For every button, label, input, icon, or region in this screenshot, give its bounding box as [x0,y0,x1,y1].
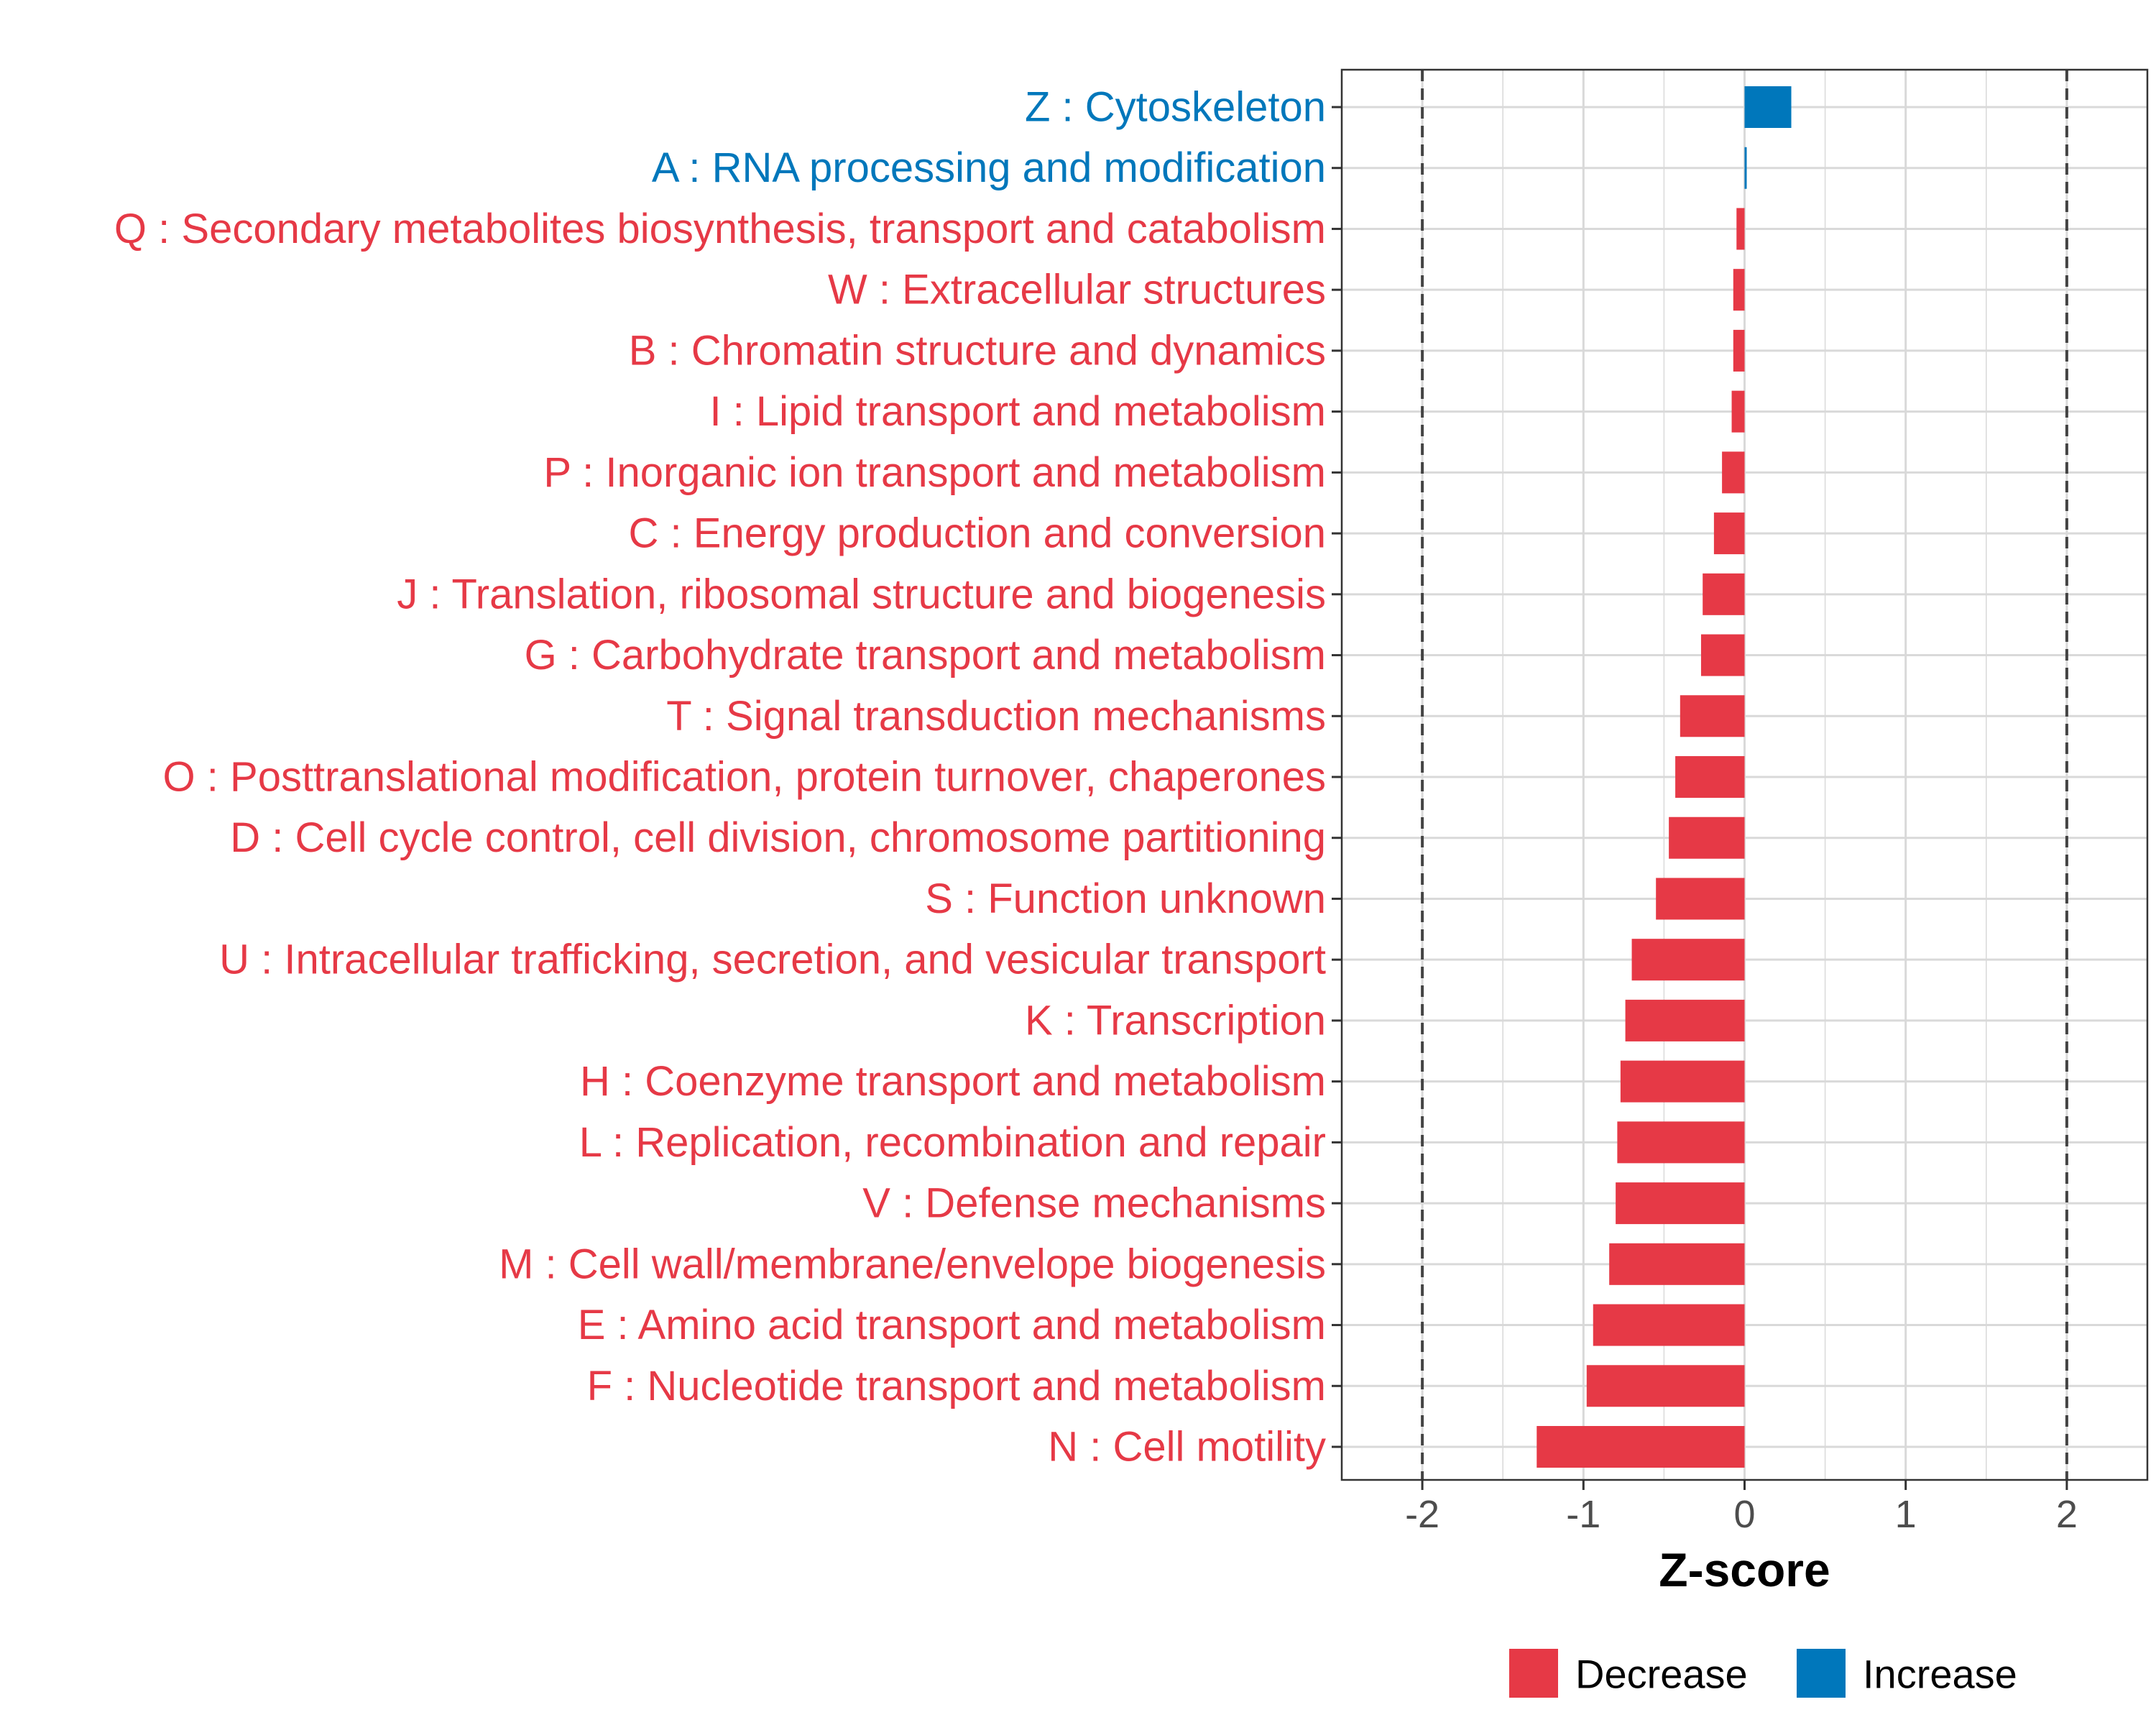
category-label: F : Nucleotide transport and metabolism [587,1363,1326,1409]
category-label: S : Function unknown [925,875,1326,922]
bar [1616,1182,1745,1225]
bar [1617,1121,1745,1164]
legend: Decrease Increase [1509,1649,2017,1698]
x-tick-label: -1 [1566,1493,1600,1536]
y-axis-category-labels: Z : Cytoskeleton A : RNA processing and m… [114,84,1326,1471]
category-label: G : Carbohydrate transport and metabolis… [525,632,1326,678]
x-axis-ticks: -2 -1 0 1 2 [1405,1480,2078,1536]
bar [1731,390,1745,433]
category-label: C : Energy production and conversion [629,510,1326,557]
category-label: Q : Secondary metabolites biosynthesis, … [114,206,1326,252]
legend-key [1797,1649,1846,1698]
category-label: A : RNA processing and modification [652,144,1326,191]
bar [1703,573,1745,615]
bar [1736,208,1745,250]
x-tick-label: -2 [1405,1493,1439,1536]
bars [1537,86,1792,1468]
category-label: W : Extracellular structures [828,267,1326,313]
x-axis-title: Z-score [1659,1543,1830,1596]
bar [1593,1304,1745,1346]
bar [1700,634,1745,676]
legend-label: Decrease [1575,1652,1748,1697]
bar [1722,451,1745,494]
category-label: K : Transcription [1025,997,1326,1044]
bar [1537,1426,1745,1468]
reference-lines [1421,70,2068,1480]
category-label: O : Posttranslational modification, prot… [163,754,1326,801]
bar [1744,86,1792,128]
category-label: T : Signal transduction mechanisms [666,693,1326,740]
category-label: N : Cell motility [1048,1424,1326,1471]
x-tick-label: 0 [1733,1493,1755,1536]
bar [1625,999,1745,1041]
bar [1744,147,1747,189]
bar [1669,816,1745,859]
bar [1620,1060,1745,1103]
category-label: L : Replication, recombination and repai… [579,1119,1326,1166]
bar [1631,939,1745,981]
category-label: U : Intracellular trafficking, secretion… [219,937,1326,983]
category-label: I : Lipid transport and metabolism [709,388,1326,435]
bar [1680,695,1745,737]
category-label: E : Amino acid transport and metabolism [578,1302,1326,1348]
category-label: M : Cell wall/membrane/envelope biogenes… [499,1241,1326,1287]
x-tick-label: 2 [2056,1493,2078,1536]
bar [1675,756,1745,798]
bar [1733,329,1745,372]
category-label: D : Cell cycle control, cell division, c… [230,814,1326,861]
category-label: V : Defense mechanisms [862,1180,1326,1227]
bar [1713,512,1745,555]
legend-label: Increase [1863,1652,2017,1697]
bar [1609,1243,1745,1285]
category-label: Z : Cytoskeleton [1025,84,1326,131]
legend-key [1509,1649,1558,1698]
bar [1656,878,1745,920]
x-tick-label: 1 [1895,1493,1917,1536]
category-label: B : Chromatin structure and dynamics [629,327,1326,374]
category-label: J : Translation, ribosomal structure and… [397,571,1326,617]
bar [1586,1365,1745,1407]
bar [1733,269,1745,311]
y-axis-ticks [1332,106,1342,1448]
category-label: P : Inorganic ion transport and metaboli… [543,449,1326,496]
category-label: H : Coenzyme transport and metabolism [580,1058,1326,1105]
